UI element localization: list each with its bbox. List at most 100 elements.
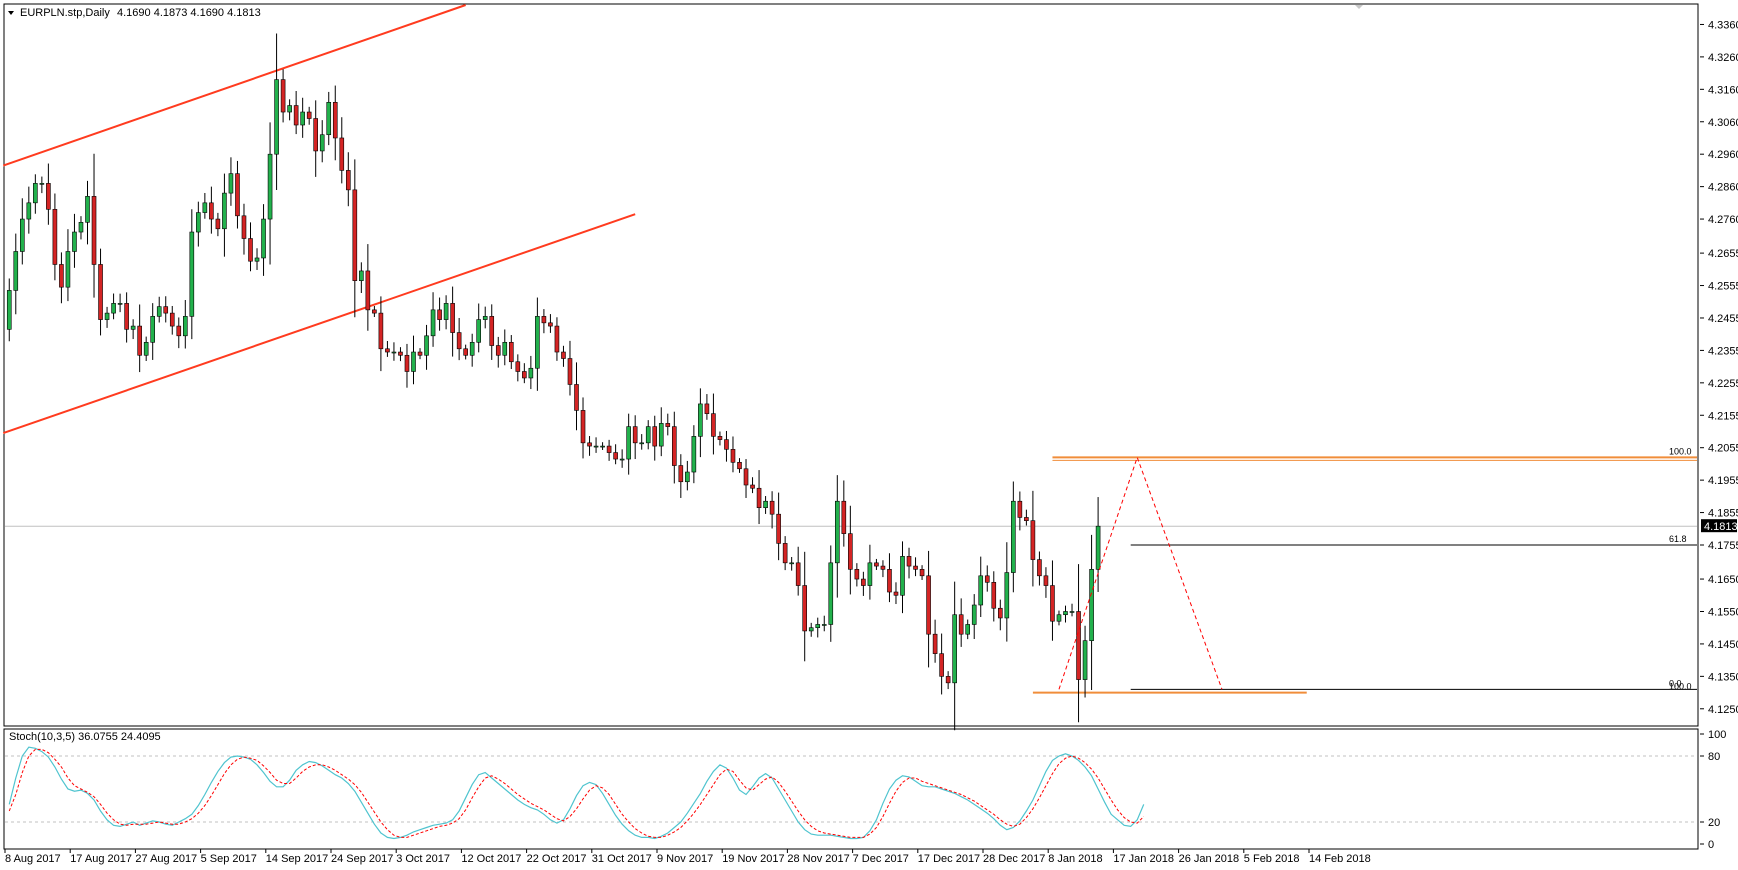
candle-bear — [163, 306, 169, 314]
candle-bear — [652, 426, 658, 447]
candle-bull — [222, 192, 227, 230]
candle-bull — [443, 303, 449, 320]
candle-bear — [861, 578, 866, 586]
candle-bear — [293, 105, 299, 126]
candle-bull — [26, 202, 32, 220]
fib-level-label: 61.8 — [1669, 534, 1687, 544]
candle-bear — [704, 403, 710, 414]
candle-bull — [6, 290, 12, 330]
candle-bull — [469, 341, 475, 356]
candle-bear — [352, 189, 358, 281]
candle-bear — [854, 569, 860, 580]
candle-bull — [815, 624, 821, 629]
candle-bear — [580, 410, 586, 444]
candle-bull — [971, 604, 977, 625]
candle-bull — [411, 351, 416, 372]
time-tick-label: 14 Feb 2018 — [1309, 853, 1371, 865]
candle-bear — [665, 423, 671, 427]
candle-bear — [724, 439, 729, 450]
candle-bear — [508, 341, 514, 363]
candle-bull — [424, 335, 429, 356]
candle-bull — [254, 257, 260, 262]
candle-bear — [567, 358, 573, 385]
price-tick-label: 4.1350 — [1708, 671, 1738, 683]
candle-bear — [730, 449, 736, 463]
candle-bull — [698, 403, 703, 437]
candle-bear — [339, 137, 345, 171]
stoch-tick-label: 80 — [1708, 751, 1720, 763]
candle-bear — [313, 118, 319, 152]
current-price-label: 4.1813 — [1704, 521, 1738, 533]
candle-bear — [169, 312, 175, 327]
candle-bull — [326, 101, 332, 136]
candle-bear — [52, 209, 58, 265]
candle-bull — [117, 303, 123, 305]
candle-bull — [274, 79, 279, 155]
candle-bear — [417, 351, 423, 356]
candle-bear — [1024, 517, 1029, 521]
candle-bull — [639, 442, 645, 445]
candle-bull — [691, 436, 697, 473]
candle-bull — [261, 218, 266, 259]
zigzag-line — [1058, 455, 1223, 690]
stoch-tick-label: 100 — [1708, 729, 1726, 741]
stoch-main-line — [8, 746, 1145, 840]
candle-bear — [782, 543, 788, 564]
candle-bear — [98, 264, 103, 320]
stoch-title: Stoch(10,3,5) 36.0755 24.4095 — [9, 731, 161, 743]
price-tick-label: 4.1855 — [1708, 508, 1738, 520]
time-tick-label: 8 Aug 2017 — [5, 853, 61, 865]
trend-channel[interactable] — [2, 4, 636, 435]
candle-bull — [828, 562, 834, 625]
price-axis: 4.3360 4.3260 4.3160 4.3060 4.2960 4.2860 4.27… — [1700, 19, 1738, 716]
candle-bear — [776, 513, 781, 544]
time-tick-label: 24 Sep 2017 — [331, 853, 393, 865]
candle-bear — [841, 500, 847, 534]
candle-bear — [522, 371, 527, 379]
candle-bull — [104, 312, 110, 320]
candle-bull — [789, 562, 794, 565]
candle-bull — [196, 212, 201, 233]
time-axis: 8 Aug 2017 17 Aug 2017 27 Aug 2017 5 Sep 20… — [4, 849, 1371, 865]
candle-bear — [1076, 611, 1081, 680]
price-tick-label: 4.1755 — [1708, 540, 1738, 552]
candle-bull — [1082, 640, 1088, 680]
price-tick-label: 4.3160 — [1708, 84, 1738, 96]
candle-bear — [372, 309, 377, 314]
candle-bear — [437, 309, 442, 320]
candle-bull — [900, 556, 905, 596]
candle-bull — [952, 614, 957, 684]
candle-bull — [65, 251, 71, 288]
candle-bull — [39, 183, 45, 185]
candle-bear — [176, 325, 182, 337]
candle-bear — [1043, 575, 1049, 586]
scroll-marker-icon[interactable] — [1355, 5, 1363, 9]
candle-bear — [345, 170, 351, 191]
time-tick-label: 17 Dec 2017 — [918, 853, 980, 865]
candle-bull — [1089, 569, 1094, 641]
stoch-axis: 100 80 20 0 — [1700, 729, 1726, 851]
candle-bull — [535, 316, 540, 369]
candle-bear — [874, 562, 879, 567]
candle-bear — [489, 316, 495, 346]
candle-bear — [919, 569, 925, 577]
candle-bear — [932, 633, 938, 654]
candle-bull — [502, 341, 508, 356]
time-tick-label: 12 Oct 2017 — [461, 853, 521, 865]
candle-bull — [391, 351, 397, 354]
price-tick-label: 4.3260 — [1708, 52, 1738, 64]
candle-bear — [248, 238, 253, 262]
candle-bear — [463, 348, 468, 356]
candle-bull — [78, 221, 84, 233]
chart-menu-triangle-icon[interactable] — [8, 11, 14, 15]
time-tick-label: 28 Nov 2017 — [787, 853, 849, 865]
price-tick-label: 4.2155 — [1708, 410, 1738, 422]
price-tick-label: 4.1650 — [1708, 574, 1738, 586]
candle-bear — [456, 332, 462, 350]
candle-bear — [332, 101, 338, 139]
candle-bull — [821, 624, 827, 626]
candle-bull — [593, 445, 599, 448]
